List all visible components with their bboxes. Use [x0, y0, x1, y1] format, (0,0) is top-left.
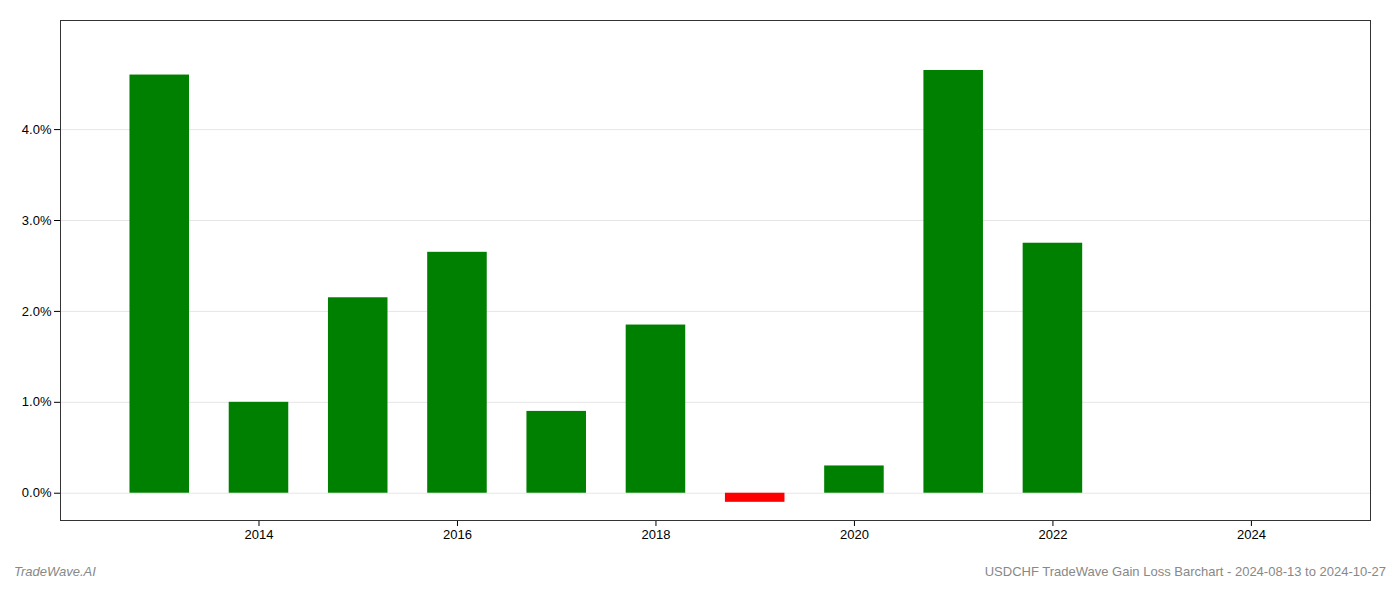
html-text:TradeWave.AI: TradeWave.AI — [14, 564, 96, 579]
svg-text:2014: 2014 — [245, 527, 274, 542]
svg-text:2018: 2018 — [641, 527, 670, 542]
svg-text:2016: 2016 — [443, 527, 472, 542]
svg-text:1.0%: 1.0% — [22, 394, 52, 409]
svg-text:3.0%: 3.0% — [22, 213, 52, 228]
svg-text:2024: 2024 — [1237, 527, 1266, 542]
svg-text:2.0%: 2.0% — [22, 304, 52, 319]
svg-text:4.0%: 4.0% — [22, 122, 52, 137]
svg-text:2020: 2020 — [840, 527, 869, 542]
html-text:USDCHF TradeWave Gain Loss Bar: USDCHF TradeWave Gain Loss Barchart - 20… — [984, 564, 1386, 579]
svg-text:0.0%: 0.0% — [22, 485, 52, 500]
svg-text:2022: 2022 — [1038, 527, 1067, 542]
